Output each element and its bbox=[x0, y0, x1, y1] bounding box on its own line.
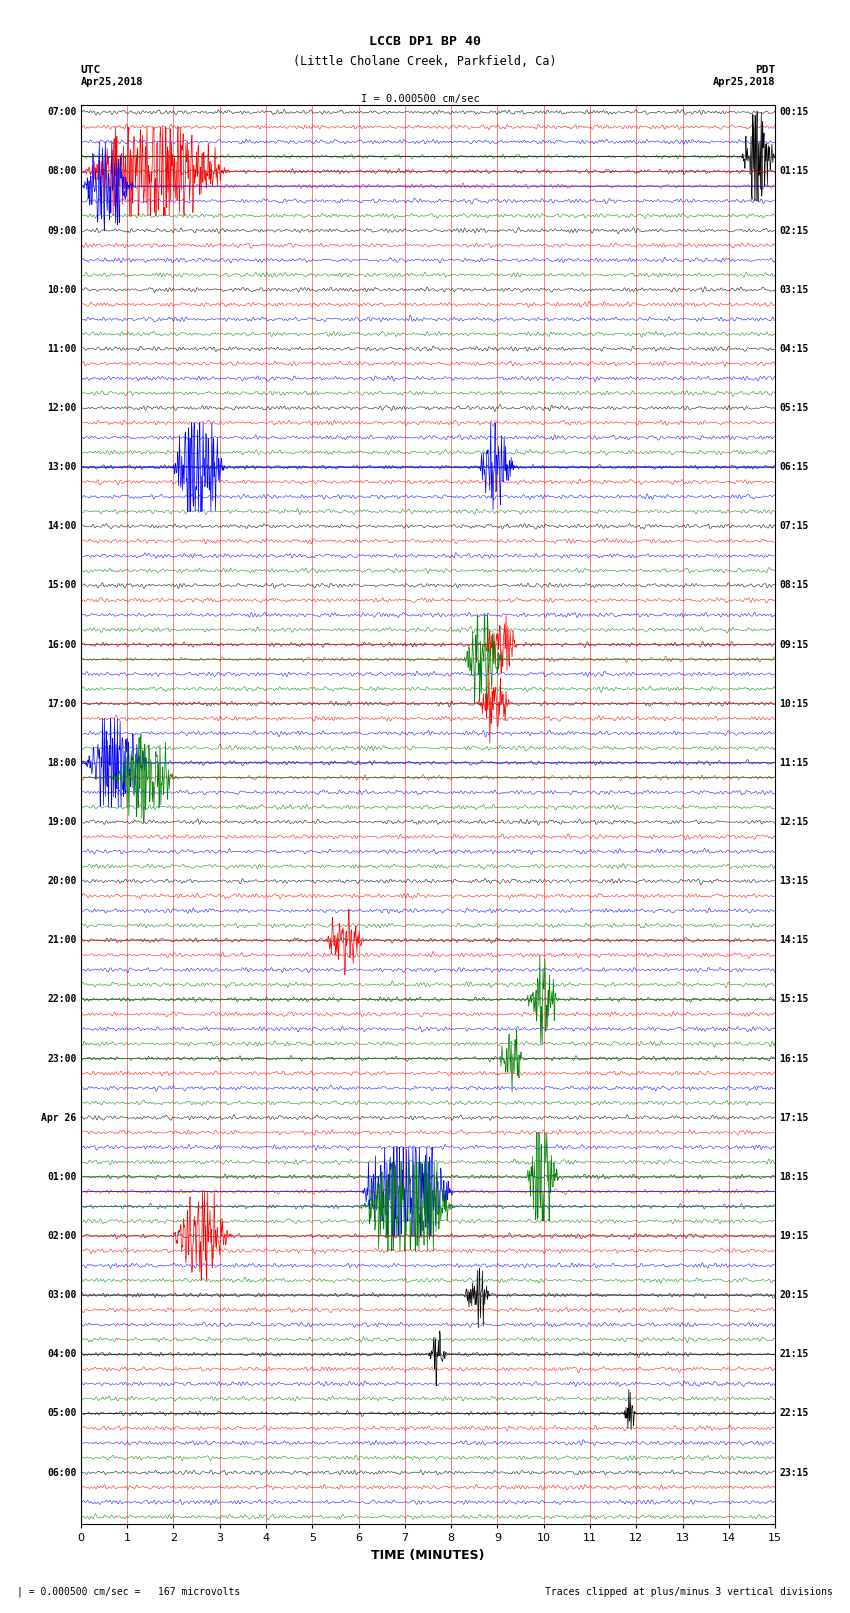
Text: 17:15: 17:15 bbox=[779, 1113, 808, 1123]
Text: 03:15: 03:15 bbox=[779, 284, 808, 295]
Text: 05:00: 05:00 bbox=[48, 1408, 76, 1418]
Text: UTC: UTC bbox=[81, 65, 101, 74]
Text: 08:15: 08:15 bbox=[779, 581, 808, 590]
Text: 07:00: 07:00 bbox=[48, 106, 76, 118]
Text: 08:00: 08:00 bbox=[48, 166, 76, 176]
Text: 20:00: 20:00 bbox=[48, 876, 76, 886]
Text: 21:15: 21:15 bbox=[779, 1348, 808, 1360]
X-axis label: TIME (MINUTES): TIME (MINUTES) bbox=[371, 1548, 484, 1561]
Text: 02:15: 02:15 bbox=[779, 226, 808, 235]
Text: 16:15: 16:15 bbox=[779, 1053, 808, 1063]
Text: 20:15: 20:15 bbox=[779, 1290, 808, 1300]
Text: 23:00: 23:00 bbox=[48, 1053, 76, 1063]
Text: LCCB DP1 BP 40: LCCB DP1 BP 40 bbox=[369, 35, 481, 48]
Text: Apr25,2018: Apr25,2018 bbox=[712, 77, 775, 87]
Text: 23:15: 23:15 bbox=[779, 1468, 808, 1478]
Text: PDT: PDT bbox=[755, 65, 775, 74]
Text: 19:00: 19:00 bbox=[48, 816, 76, 827]
Text: 21:00: 21:00 bbox=[48, 936, 76, 945]
Text: 09:15: 09:15 bbox=[779, 639, 808, 650]
Text: 18:00: 18:00 bbox=[48, 758, 76, 768]
Text: (Little Cholane Creek, Parkfield, Ca): (Little Cholane Creek, Parkfield, Ca) bbox=[293, 55, 557, 68]
Text: 04:15: 04:15 bbox=[779, 344, 808, 353]
Text: 06:15: 06:15 bbox=[779, 461, 808, 473]
Text: Apr25,2018: Apr25,2018 bbox=[81, 77, 144, 87]
Text: Traces clipped at plus/minus 3 vertical divisions: Traces clipped at plus/minus 3 vertical … bbox=[545, 1587, 833, 1597]
Text: 07:15: 07:15 bbox=[779, 521, 808, 531]
Text: 15:00: 15:00 bbox=[48, 581, 76, 590]
Text: 06:00: 06:00 bbox=[48, 1468, 76, 1478]
Text: 17:00: 17:00 bbox=[48, 698, 76, 708]
Text: 22:15: 22:15 bbox=[779, 1408, 808, 1418]
Text: 14:15: 14:15 bbox=[779, 936, 808, 945]
Text: 11:15: 11:15 bbox=[779, 758, 808, 768]
Text: 18:15: 18:15 bbox=[779, 1171, 808, 1182]
Text: 11:00: 11:00 bbox=[48, 344, 76, 353]
Text: 19:15: 19:15 bbox=[779, 1231, 808, 1240]
Text: 10:15: 10:15 bbox=[779, 698, 808, 708]
Text: 12:00: 12:00 bbox=[48, 403, 76, 413]
Text: 01:15: 01:15 bbox=[779, 166, 808, 176]
Text: 05:15: 05:15 bbox=[779, 403, 808, 413]
Text: 22:00: 22:00 bbox=[48, 994, 76, 1005]
Text: 02:00: 02:00 bbox=[48, 1231, 76, 1240]
Text: 13:15: 13:15 bbox=[779, 876, 808, 886]
Text: 10:00: 10:00 bbox=[48, 284, 76, 295]
Text: 00:15: 00:15 bbox=[779, 106, 808, 118]
Text: Apr 26: Apr 26 bbox=[42, 1113, 76, 1123]
Text: 01:00: 01:00 bbox=[48, 1171, 76, 1182]
Text: 09:00: 09:00 bbox=[48, 226, 76, 235]
Text: 15:15: 15:15 bbox=[779, 994, 808, 1005]
Text: | = 0.000500 cm/sec =   167 microvolts: | = 0.000500 cm/sec = 167 microvolts bbox=[17, 1586, 241, 1597]
Text: 13:00: 13:00 bbox=[48, 461, 76, 473]
Text: 12:15: 12:15 bbox=[779, 816, 808, 827]
Text: I = 0.000500 cm/sec: I = 0.000500 cm/sec bbox=[361, 94, 480, 103]
Text: 14:00: 14:00 bbox=[48, 521, 76, 531]
Text: 03:00: 03:00 bbox=[48, 1290, 76, 1300]
Text: 04:00: 04:00 bbox=[48, 1348, 76, 1360]
Text: 16:00: 16:00 bbox=[48, 639, 76, 650]
